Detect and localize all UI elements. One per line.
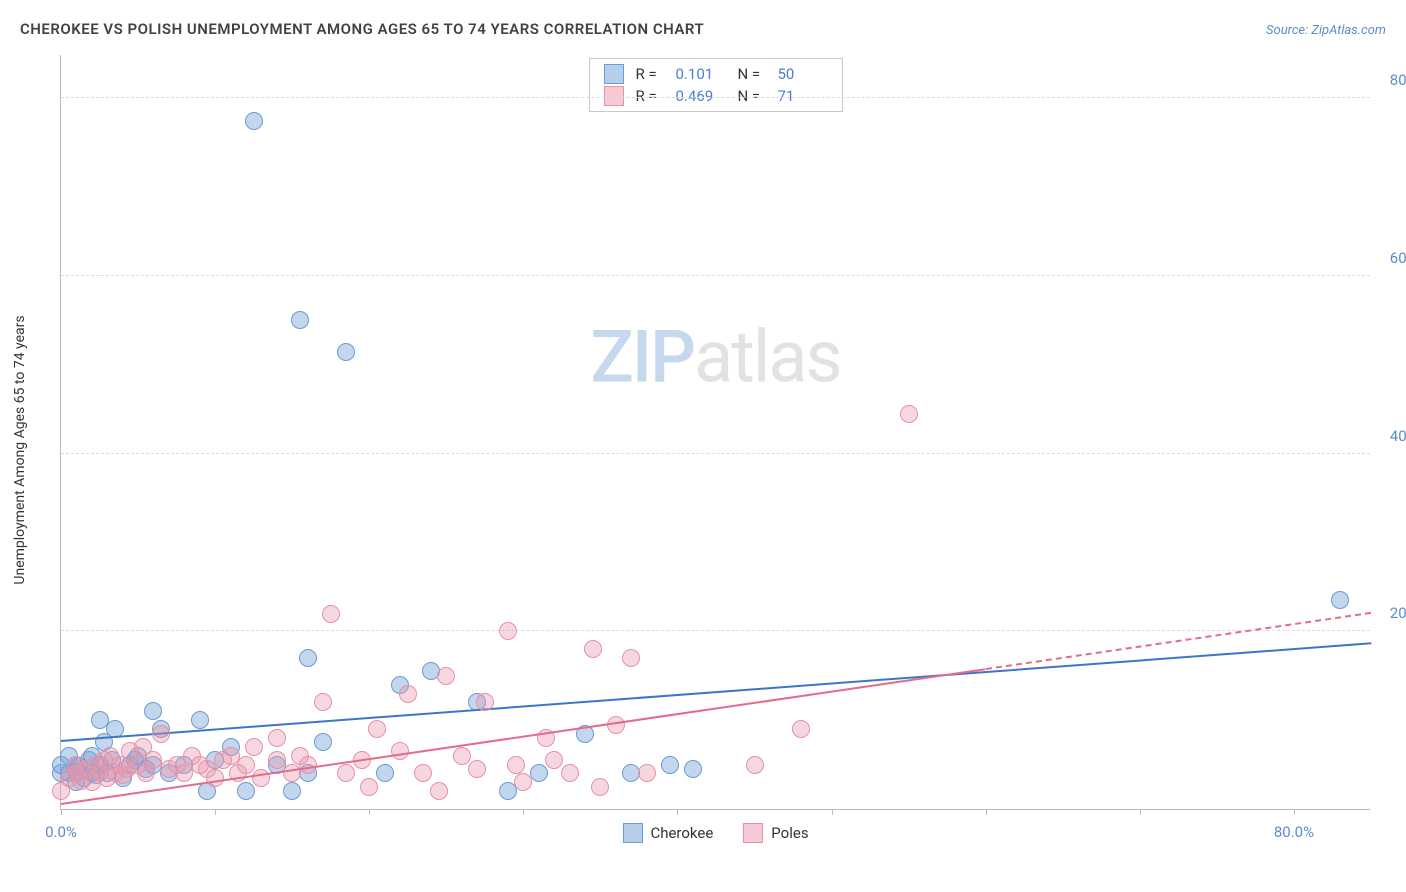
data-point: [291, 311, 309, 329]
watermark: ZIPatlas: [590, 314, 840, 399]
data-point: [476, 693, 494, 711]
data-point: [468, 760, 486, 778]
data-point: [437, 667, 455, 685]
legend-r-value: 0.101: [676, 65, 726, 83]
gridline: [61, 275, 1370, 276]
trend-line: [986, 612, 1372, 670]
data-point: [638, 764, 656, 782]
x-tick: [215, 809, 216, 815]
data-point: [268, 729, 286, 747]
header: CHEROKEE VS POLISH UNEMPLOYMENT AMONG AG…: [20, 20, 1386, 38]
legend-series-item: Cherokee: [622, 823, 713, 843]
y-tick-label: 40.0%: [1390, 427, 1406, 445]
data-point: [299, 756, 317, 774]
legend-swatch: [604, 64, 624, 84]
legend-stats: R = 0.101 N = 50 R = 0.469 N = 71: [589, 58, 843, 112]
data-point: [746, 756, 764, 774]
data-point: [414, 764, 432, 782]
legend-series-item: Poles: [743, 823, 808, 843]
data-point: [684, 760, 702, 778]
trend-line: [61, 643, 1371, 743]
data-point: [252, 769, 270, 787]
data-point: [584, 640, 602, 658]
data-point: [622, 649, 640, 667]
data-point: [391, 742, 409, 760]
data-point: [499, 622, 517, 640]
data-point: [376, 764, 394, 782]
data-point: [237, 756, 255, 774]
data-point: [337, 764, 355, 782]
data-point: [237, 782, 255, 800]
chart-title: CHEROKEE VS POLISH UNEMPLOYMENT AMONG AG…: [20, 20, 704, 38]
data-point: [453, 747, 471, 765]
x-tick-label: 80.0%: [1274, 823, 1314, 841]
x-tick: [677, 809, 678, 815]
legend-r-value: 0.469: [676, 87, 726, 105]
gridline: [61, 97, 1370, 98]
gridline: [61, 630, 1370, 631]
y-tick-label: 60.0%: [1390, 249, 1406, 267]
x-tick: [832, 809, 833, 815]
data-point: [545, 751, 563, 769]
x-tick: [1140, 809, 1141, 815]
legend-stats-row: R = 0.101 N = 50: [604, 63, 828, 85]
legend-r-label: R =: [636, 87, 664, 105]
y-axis-label: Unemployment Among Ages 65 to 74 years: [12, 315, 28, 584]
gridline: [61, 453, 1370, 454]
plot-area: ZIPatlas R =0.101N =50R =0.469N =71 Cher…: [60, 55, 1370, 810]
data-point: [152, 725, 170, 743]
legend-n-label: N =: [738, 65, 766, 83]
legend-r-label: R =: [636, 65, 664, 83]
x-tick: [986, 809, 987, 815]
x-tick: [1294, 809, 1295, 815]
legend-series-label: Poles: [771, 824, 808, 842]
data-point: [206, 769, 224, 787]
x-tick: [61, 809, 62, 815]
data-point: [530, 764, 548, 782]
data-point: [337, 343, 355, 361]
data-point: [245, 738, 263, 756]
data-point: [299, 649, 317, 667]
data-point: [661, 756, 679, 774]
data-point: [1331, 591, 1349, 609]
legend-n-label: N =: [738, 87, 766, 105]
data-point: [507, 756, 525, 774]
watermark-zip: ZIP: [590, 314, 694, 399]
legend-stats-row: R = 0.469 N = 71: [604, 85, 828, 107]
data-point: [191, 711, 209, 729]
chart-container: Unemployment Among Ages 65 to 74 years Z…: [50, 55, 1385, 845]
legend-swatch: [604, 86, 624, 106]
data-point: [283, 782, 301, 800]
data-point: [514, 773, 532, 791]
x-tick: [369, 809, 370, 815]
legend-n-value: 71: [778, 87, 828, 105]
x-tick-label: 0.0%: [45, 823, 77, 841]
legend-swatch: [622, 823, 642, 843]
legend-n-value: 50: [778, 65, 828, 83]
legend-swatch: [743, 823, 763, 843]
source-attr: Source: ZipAtlas.com: [1266, 23, 1386, 38]
data-point: [360, 778, 378, 796]
x-tick: [523, 809, 524, 815]
data-point: [314, 693, 332, 711]
data-point: [792, 720, 810, 738]
data-point: [900, 405, 918, 423]
y-tick-label: 80.0%: [1390, 71, 1406, 89]
data-point: [322, 605, 340, 623]
data-point: [245, 112, 263, 130]
legend-series-label: Cherokee: [650, 824, 713, 842]
data-point: [591, 778, 609, 796]
data-point: [144, 702, 162, 720]
legend-series: Cherokee Poles: [622, 823, 808, 843]
data-point: [561, 764, 579, 782]
data-point: [314, 733, 332, 751]
watermark-atlas: atlas: [694, 314, 841, 399]
y-tick-label: 20.0%: [1390, 604, 1406, 622]
data-point: [368, 720, 386, 738]
data-point: [399, 685, 417, 703]
data-point: [268, 751, 286, 769]
data-point: [430, 782, 448, 800]
